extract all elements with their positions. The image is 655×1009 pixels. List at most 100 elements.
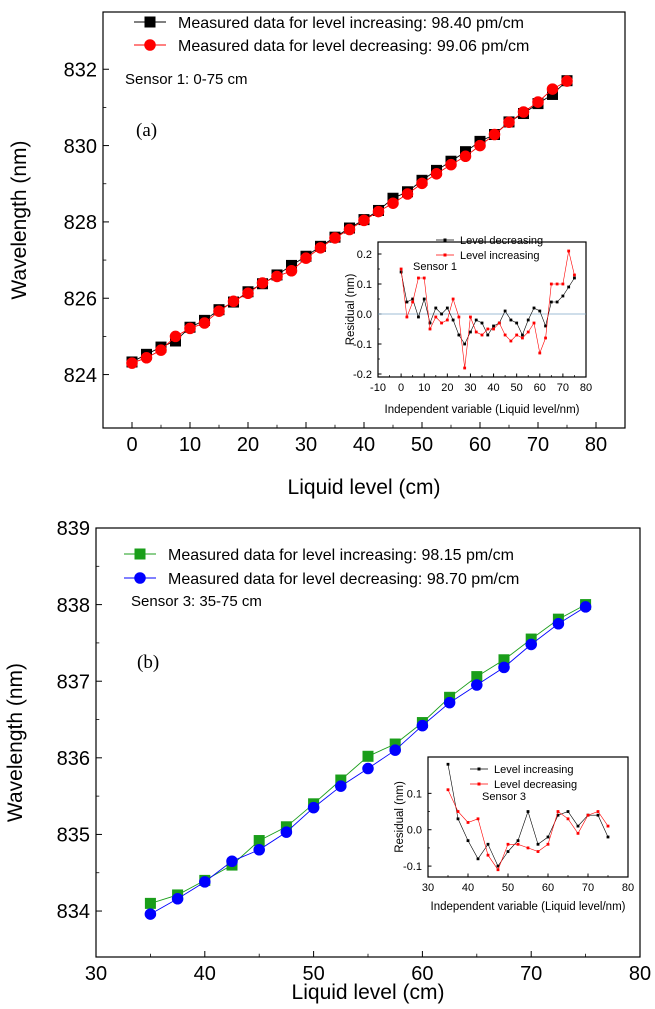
inset-data-point — [561, 294, 565, 298]
inset-x-axis-label: Independent variable (Liquid level/nm) — [431, 901, 626, 913]
x-tick-label: 30 — [295, 434, 317, 456]
inset-data-point — [445, 306, 449, 310]
x-tick-label: 80 — [629, 963, 651, 985]
inset-data-point — [466, 821, 470, 824]
x-tick-label: 10 — [179, 434, 201, 456]
inset-legend-marker — [477, 782, 481, 786]
inset-data-point — [549, 282, 553, 286]
inset-data-point — [567, 249, 571, 253]
x-tick-label: 60 — [411, 963, 433, 985]
inset-data-point — [480, 321, 484, 325]
data-point — [532, 96, 544, 108]
data-point — [307, 801, 320, 814]
data-point — [389, 744, 401, 756]
inset-data-point — [509, 318, 513, 322]
data-point — [144, 908, 157, 920]
y-axis-label: Wavelength (nm) — [8, 140, 31, 299]
data-point — [561, 75, 573, 87]
data-point — [242, 287, 254, 300]
inset-data-point — [480, 333, 484, 337]
inset-data-point — [576, 824, 580, 828]
series-1 — [126, 75, 573, 369]
inset-y-tick-label: -0.2 — [353, 369, 372, 381]
inset-data-point — [463, 342, 467, 346]
inset-data-point — [573, 273, 576, 277]
x-tick-label: 40 — [353, 434, 375, 456]
inset-y-tick-label: -0.1 — [403, 861, 422, 873]
inset-data-point — [456, 817, 460, 821]
data-point — [362, 762, 374, 775]
y-tick-label: 837 — [57, 671, 90, 693]
inset-data-point — [446, 788, 450, 792]
inset-data-point — [555, 282, 559, 286]
data-point — [285, 264, 298, 277]
inset-data-point — [506, 842, 510, 846]
inset-data-point — [451, 318, 455, 322]
inset-data-point — [451, 297, 455, 301]
data-point — [280, 826, 293, 838]
legend-marker — [134, 548, 146, 560]
inset-data-point — [411, 297, 415, 301]
series-1 — [144, 601, 592, 920]
inset-y-tick-label: 0.2 — [357, 249, 372, 261]
inset-annotation: Sensor 1 — [413, 261, 457, 273]
x-axis-label: Liquid level (cm) — [292, 981, 445, 1004]
inset-data-point — [417, 276, 420, 280]
sensor-annotation: Sensor 1: 0-75 cm — [125, 71, 248, 88]
inset-y-axis-label: Residual (nm) — [345, 274, 357, 346]
legend-entry: Measured data for level increasing: 98.4… — [178, 15, 524, 32]
inset-data-point — [521, 333, 524, 337]
x-tick-label: 30 — [85, 963, 107, 985]
inset-x-tick-label: 20 — [441, 382, 453, 394]
chart-panel-a: 0 10 20 30 40 50 60 70 80 824 826 828 830 832 Liquid l… — [8, 11, 626, 499]
data-point — [171, 893, 184, 905]
inset-data-point — [526, 846, 530, 850]
inset-series-0 — [446, 762, 610, 868]
inset-x-tick-label: 40 — [462, 882, 474, 894]
inset-data-point — [606, 824, 610, 828]
inset-data-point — [544, 336, 547, 340]
inset-x-tick-label: 70 — [582, 882, 594, 894]
legend-entry: Measured data for level increasing: 98.1… — [168, 547, 514, 564]
inset-x-tick-label: 0 — [398, 382, 404, 394]
inset-data-point — [466, 839, 470, 843]
inset-data-point — [457, 333, 461, 337]
inset-series-1 — [446, 788, 610, 872]
data-point — [126, 357, 138, 369]
data-point — [579, 601, 592, 613]
inset-data-point — [526, 810, 530, 813]
data-point — [387, 197, 399, 209]
inset-residual-plot: -10 0 10 20 30 40 50 60 70 80 -0.2 -0.1 0.0 0.1 0.2 Lev… — [345, 235, 592, 416]
inset-data-point — [515, 333, 519, 337]
inset-data-point — [456, 810, 460, 813]
inset-annotation: Sensor 3 — [482, 791, 526, 803]
inset-data-point — [606, 835, 610, 839]
data-point — [271, 270, 283, 283]
inset-data-point — [476, 817, 480, 821]
data-point — [503, 116, 515, 129]
inset-y-tick-label: 0.1 — [407, 788, 422, 800]
inset-data-point — [576, 831, 580, 835]
x-tick-label: 0 — [126, 434, 137, 456]
inset-data-point — [538, 351, 542, 355]
inset-data-point — [546, 842, 550, 846]
inset-data-point — [546, 835, 550, 839]
inset-data-point — [532, 306, 536, 310]
inset-data-point — [428, 327, 432, 331]
inset-x-tick-label: 50 — [502, 882, 514, 894]
inset-legend-marker — [477, 767, 481, 771]
legend-entry: Measured data for level decreasing: 99.0… — [178, 38, 529, 55]
x-tick-label: 70 — [527, 434, 549, 456]
inset-data-point — [521, 336, 524, 340]
inset-legend-entry: Level decreasing — [460, 235, 543, 247]
inset-data-point — [399, 267, 403, 271]
x-tick-label: 50 — [302, 963, 324, 985]
inset-background — [378, 242, 586, 377]
inset-x-tick-label: 50 — [511, 382, 523, 394]
inset-data-point — [561, 282, 565, 286]
inset-data-point — [497, 321, 501, 325]
inset-residual-plot: 30 40 50 60 70 80 -0.1 0.0 0.1 Level increasing Le… — [394, 756, 634, 913]
y-tick-label: 824 — [64, 365, 97, 387]
y-axis-label: Wavelength (nm) — [4, 663, 27, 822]
inset-data-point — [556, 813, 560, 817]
